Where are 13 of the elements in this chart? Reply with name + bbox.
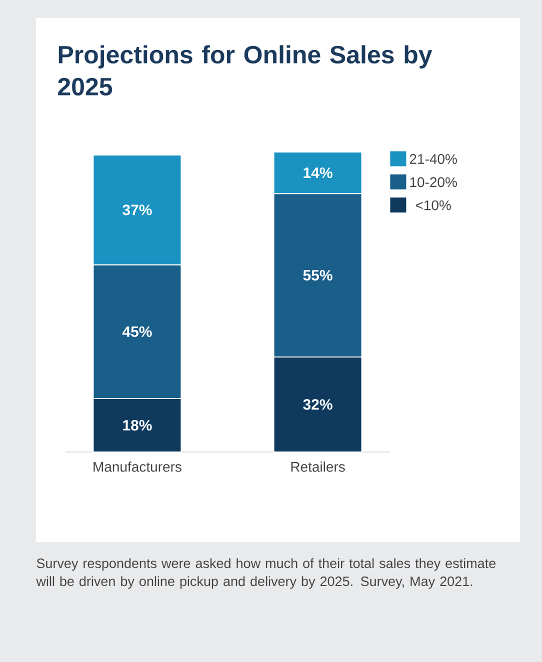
chart-title: Projections for Online Sales by 2025 [58, 45, 432, 96]
legend-label: 21-40% [410, 154, 457, 164]
data-label: 32% [303, 399, 332, 410]
legend-label: <10% [416, 200, 451, 210]
legend-label: 10-20% [410, 177, 457, 188]
text: Survey respondents were asked how much of their total sales they estimate will be driven by online pickup and delivery by 2025. Survey, May 2021. [36, 558, 496, 589]
data-label: 37% [122, 204, 152, 216]
data-label: 55% [303, 270, 332, 281]
data-label: 18% [123, 420, 152, 431]
data-label: 45% [122, 326, 152, 337]
x-tick-label: Manufacturers [94, 462, 182, 472]
data-label: 14% [304, 168, 332, 178]
x-tick-label: Retailers [291, 462, 345, 472]
